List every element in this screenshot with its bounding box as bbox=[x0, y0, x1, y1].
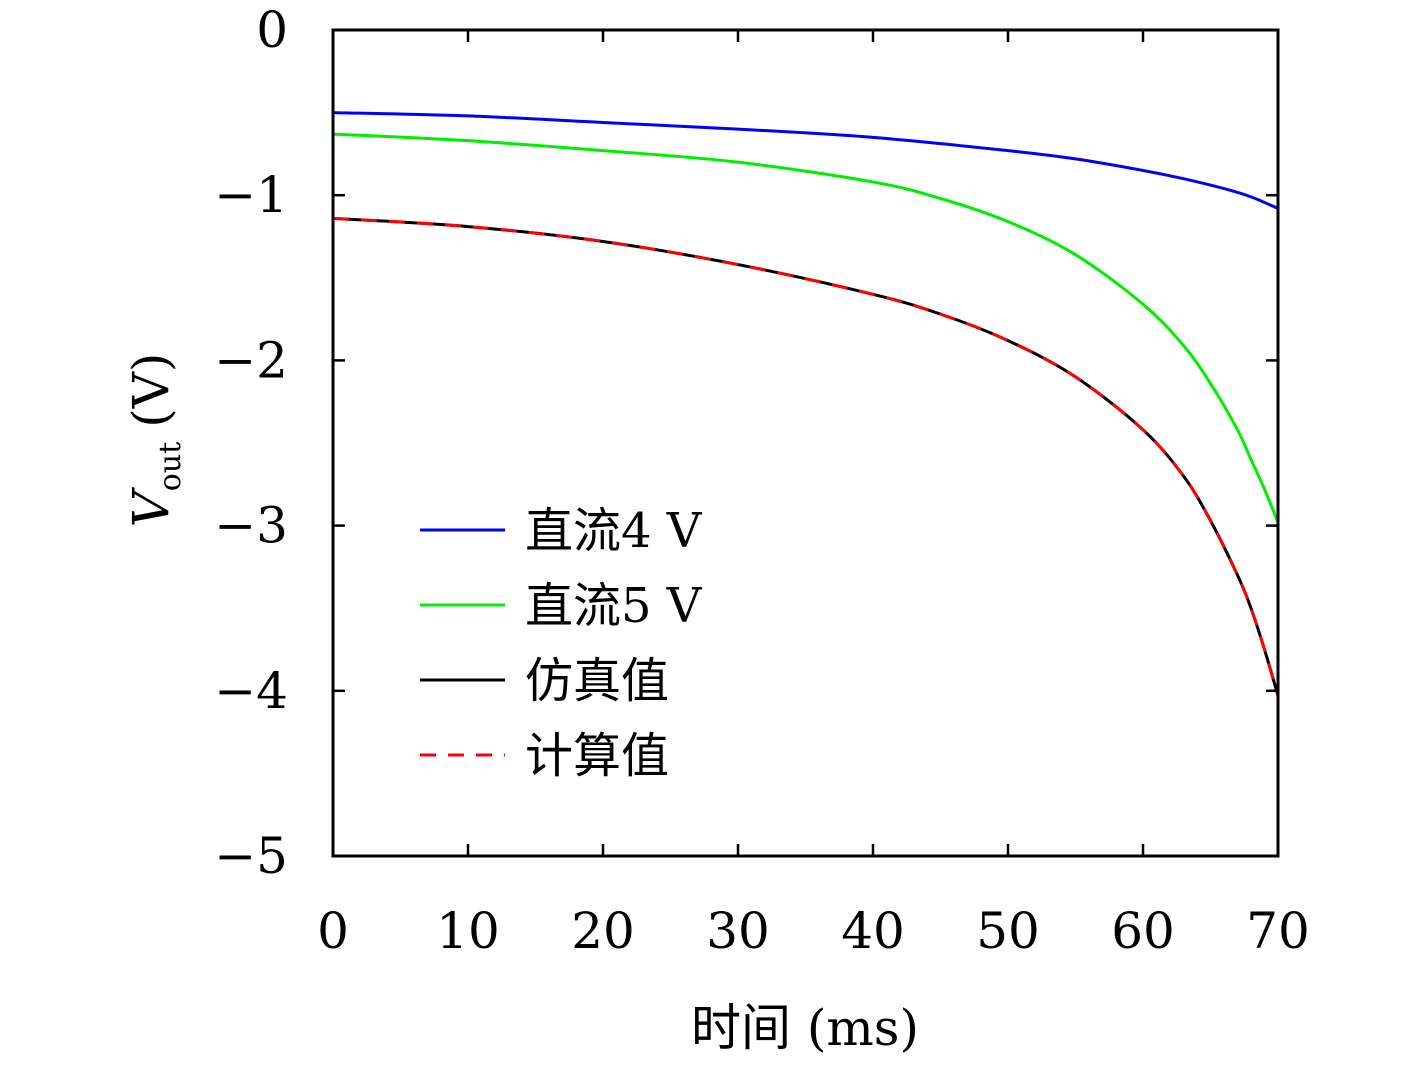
legend-label: 直流4 V bbox=[525, 503, 703, 559]
x-tick-label: 50 bbox=[976, 902, 1040, 960]
legend-label: 计算值 bbox=[525, 728, 669, 784]
series-line-1 bbox=[332, 111, 1279, 210]
y-axis-subscript: out bbox=[153, 442, 188, 491]
x-tick-label: 30 bbox=[706, 902, 770, 960]
y-tick-label: −1 bbox=[214, 166, 288, 224]
series-line-4 bbox=[332, 216, 1280, 697]
y-tick-label: −3 bbox=[214, 497, 288, 555]
legend-item-1: 直流4 V bbox=[420, 503, 703, 559]
x-axis-title: 时间 (ms) bbox=[691, 999, 919, 1057]
y-axis-symbol: V bbox=[122, 486, 180, 527]
y-axis-unit: (V) bbox=[122, 353, 180, 428]
y-tick-label: 0 bbox=[256, 1, 288, 59]
x-tick-label: 40 bbox=[841, 902, 905, 960]
x-tick-label: 70 bbox=[1246, 902, 1310, 960]
x-tick-label: 20 bbox=[571, 902, 635, 960]
series-layer bbox=[332, 111, 1280, 697]
legend-item-3: 仿真值 bbox=[420, 653, 669, 709]
x-tick-label: 60 bbox=[1111, 902, 1175, 960]
x-tick-label: 0 bbox=[317, 902, 349, 960]
legend-item-2: 直流5 V bbox=[420, 578, 703, 634]
series-line-3 bbox=[332, 216, 1280, 697]
y-axis-title: Vout (V) bbox=[122, 353, 188, 528]
plot-frame bbox=[331, 28, 1280, 858]
legend-label: 仿真值 bbox=[525, 653, 669, 709]
ticks-layer: 0 10 20 30 40 50 60 70 0 −1 −2 −3 −4 −5 bbox=[214, 1, 1310, 960]
x-tick-label: 10 bbox=[436, 902, 500, 960]
legend-item-4: 计算值 bbox=[420, 728, 669, 784]
y-tick-label: −4 bbox=[214, 662, 288, 720]
y-tick-label: −2 bbox=[214, 331, 288, 389]
legend-label: 直流5 V bbox=[525, 578, 703, 634]
y-tick-label: −5 bbox=[214, 827, 288, 885]
series-line-2 bbox=[332, 132, 1280, 523]
